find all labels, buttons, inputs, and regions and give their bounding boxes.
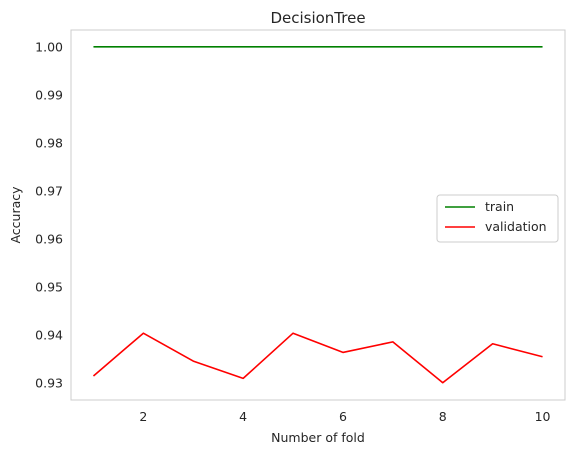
series-lines [92, 46, 543, 384]
legend: train validation [436, 194, 559, 243]
x-tick-label: 6 [339, 409, 347, 424]
x-tick-label: 4 [239, 409, 247, 424]
legend-label-validation: validation [485, 219, 547, 234]
x-axis-label: Number of fold [271, 430, 365, 445]
y-tick-label: 0.99 [35, 87, 63, 102]
chart-title: DecisionTree [270, 9, 365, 27]
y-tick-label: 0.98 [35, 135, 63, 150]
y-tick-label: 0.97 [35, 183, 63, 198]
y-axis-label: Accuracy [8, 186, 23, 244]
y-tick-label: 0.96 [35, 232, 63, 247]
x-tick-label: 2 [139, 409, 147, 424]
y-tick-labels: 0.93 0.94 0.95 0.96 0.97 0.98 0.99 1.00 [35, 39, 63, 390]
x-tick-label: 10 [535, 409, 551, 424]
y-tick-label: 0.93 [35, 376, 63, 391]
legend-label-train: train [485, 199, 514, 214]
x-tick-label: 8 [439, 409, 447, 424]
x-tick-labels: 2 4 6 8 10 [139, 409, 550, 424]
y-tick-label: 0.94 [35, 328, 63, 343]
y-tick-label: 1.00 [35, 39, 63, 54]
series-line-validation [92, 332, 543, 384]
y-tick-label: 0.95 [35, 280, 63, 295]
